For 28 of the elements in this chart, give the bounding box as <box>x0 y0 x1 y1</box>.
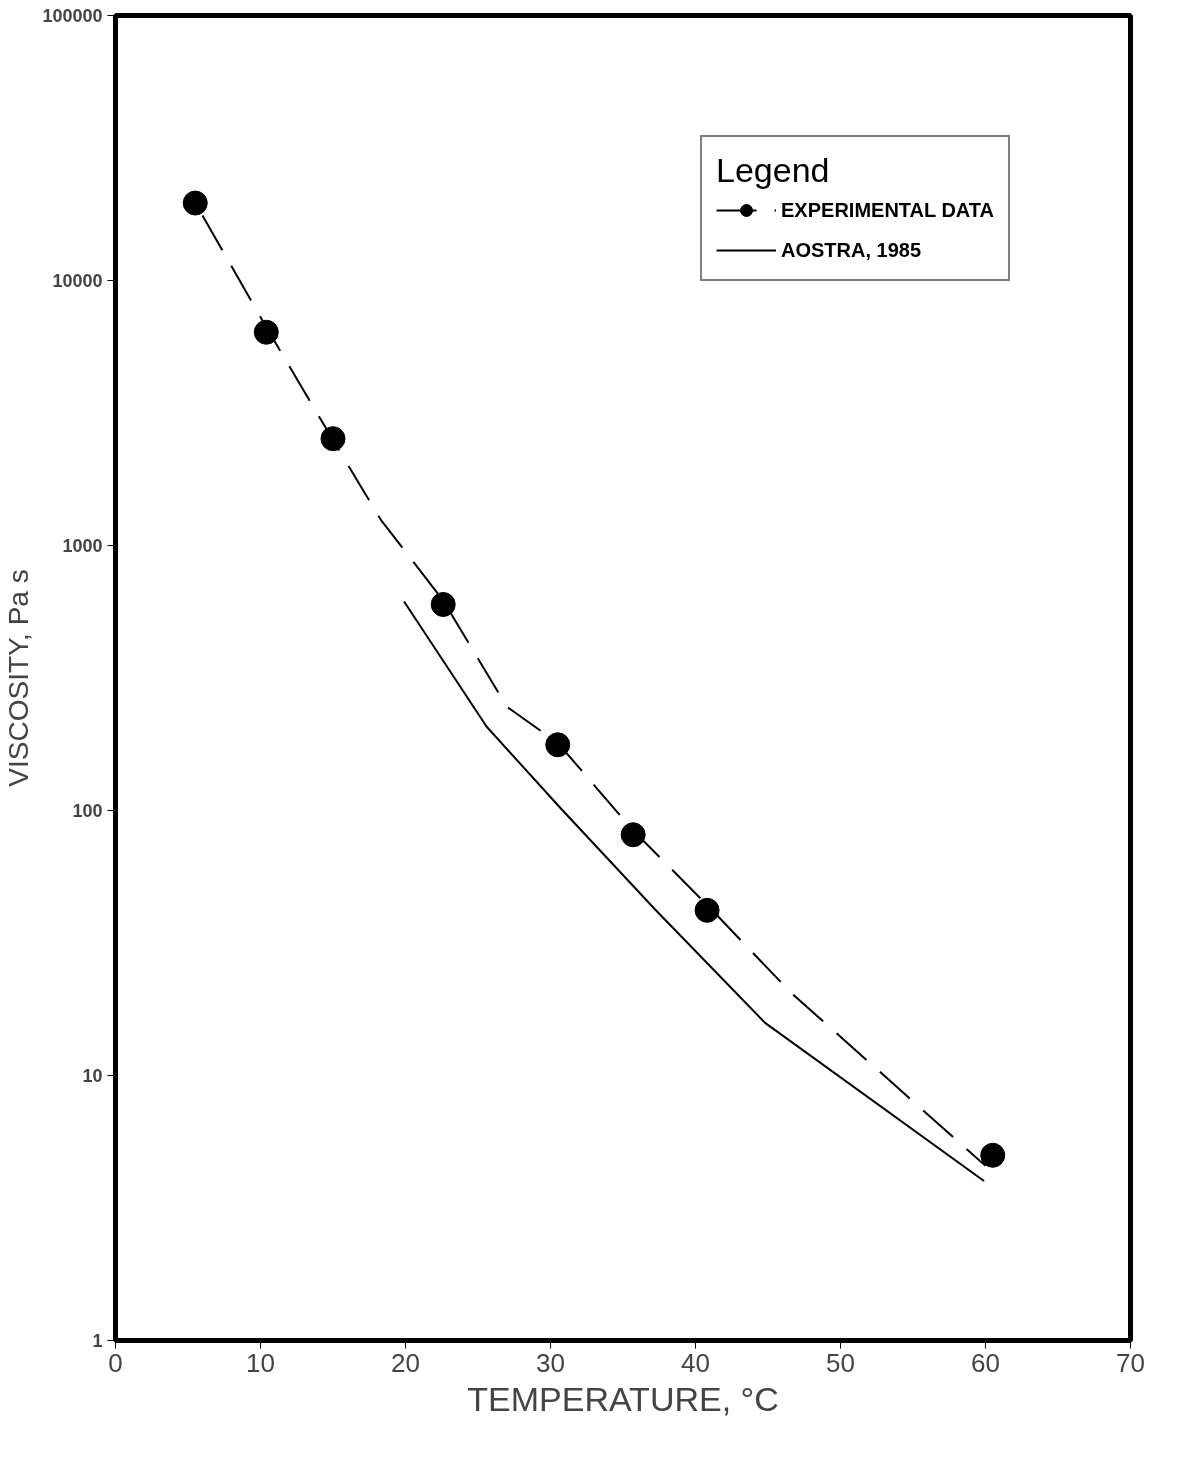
y-tick-label: 1 <box>92 1331 103 1351</box>
y-tick-label: 10 <box>82 1066 103 1086</box>
legend-title: Legend <box>716 151 831 190</box>
point <box>620 822 646 848</box>
y-axis-title: VISCOSITY, Pa s <box>3 569 35 787</box>
x-tick-label: 60 <box>971 1347 1000 1378</box>
point <box>430 592 456 617</box>
y-tick-label: 1000 <box>62 536 103 556</box>
x-tick-label: 40 <box>681 1347 710 1378</box>
legend-label: EXPERIMENTAL DATA <box>781 198 994 222</box>
x-axis-title: TEMPERATURE, °C <box>467 1379 779 1418</box>
y-tick-label: 100000 <box>42 6 103 26</box>
y-tick-label: 100 <box>72 801 103 821</box>
legend-label: AOSTRA, 1985 <box>781 238 922 262</box>
x-tick-label: 20 <box>391 1347 420 1378</box>
point <box>320 426 346 452</box>
x-tick-label: 0 <box>108 1347 123 1378</box>
x-tick-label: 30 <box>536 1347 565 1378</box>
x-tick-label: 70 <box>1116 1347 1145 1378</box>
point <box>253 319 279 345</box>
x-tick-label: 50 <box>826 1347 855 1378</box>
point <box>980 1142 1006 1168</box>
point <box>545 732 571 758</box>
line-series <box>403 600 986 1182</box>
point <box>182 190 208 216</box>
y-tick-label: 10000 <box>52 271 103 291</box>
x-tick-label: 10 <box>246 1347 275 1378</box>
point <box>694 897 720 923</box>
